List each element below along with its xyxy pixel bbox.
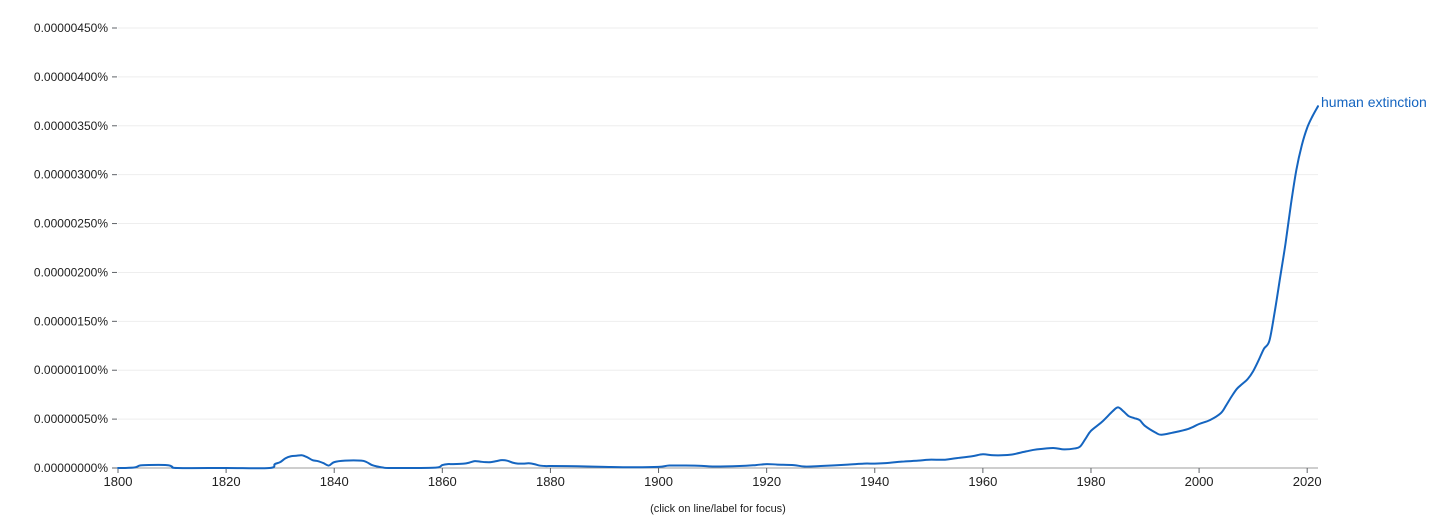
y-tick-label: 0.00000250% <box>34 217 108 231</box>
x-tick-label: 1900 <box>644 474 673 489</box>
x-tick-label: 1840 <box>320 474 349 489</box>
y-axis: 0.00000000% 0.00000050% 0.00000100% 0.00000… <box>34 21 117 475</box>
y-tick-label: 0.00000450% <box>34 21 108 35</box>
series-group[interactable]: human extinction <box>117 94 1427 470</box>
x-tick-label: 2000 <box>1185 474 1214 489</box>
y-tick-label: 0.00000400% <box>34 70 108 84</box>
y-tick-label: 0.00000100% <box>34 363 108 377</box>
x-tick-label: 1880 <box>536 474 565 489</box>
focus-hint-text: (click on line/label for focus) <box>650 503 786 515</box>
x-tick-label: 1800 <box>104 474 133 489</box>
y-tick-label: 0.00000300% <box>34 168 108 182</box>
y-tick-label: 0.00000000% <box>34 461 108 475</box>
x-tick-label: 1980 <box>1077 474 1106 489</box>
y-tick-label: 0.00000050% <box>34 412 108 426</box>
y-tick-label: 0.00000150% <box>34 314 108 328</box>
series-line-human-extinction[interactable] <box>117 105 1319 470</box>
x-tick-label: 1820 <box>212 474 241 489</box>
y-tick-label: 0.00000350% <box>34 119 108 133</box>
y-tick-label: 0.00000200% <box>34 265 108 279</box>
series-label-human-extinction[interactable]: human extinction <box>1321 94 1427 110</box>
x-tick-label: 1920 <box>752 474 781 489</box>
x-tick-label: 1940 <box>860 474 889 489</box>
x-axis: 1800 1820 1840 1860 1880 1900 1920 1940 1960 1980… <box>104 467 1322 489</box>
x-tick-label: 1960 <box>968 474 997 489</box>
gridlines <box>118 27 1318 420</box>
x-tick-label: 1860 <box>428 474 457 489</box>
x-tick-label: 2020 <box>1293 474 1322 489</box>
